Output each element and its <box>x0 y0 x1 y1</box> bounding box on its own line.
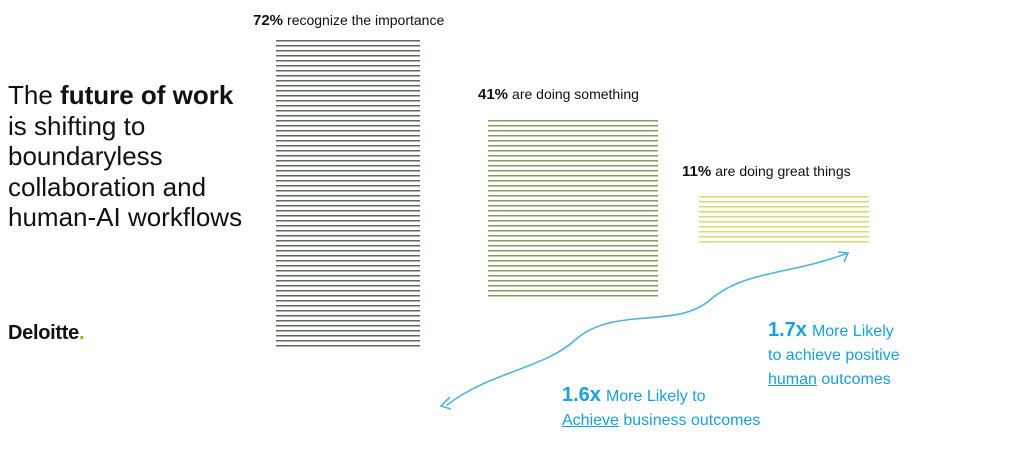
deloitte-logo: Deloitte. <box>8 322 85 344</box>
category-label-1: are doing something <box>512 86 639 102</box>
underlined-achieve: Achieve <box>562 412 619 429</box>
bar-label-2: 11% are doing great things <box>682 163 851 180</box>
headline: The future of work is shifting to bounda… <box>8 80 243 232</box>
data-label-1: 41% <box>478 86 509 103</box>
arrow-head-start-icon <box>439 396 452 410</box>
underlined-human: human <box>768 371 817 388</box>
callout-1-6x: 1.6x More Likely to Achieve business outc… <box>562 384 761 429</box>
headline-emphasis: future of work <box>60 80 234 110</box>
data-label-0: 72% <box>253 12 284 29</box>
category-label-2: are doing great things <box>715 163 851 179</box>
bar-label-1: 41% are doing something <box>478 86 639 103</box>
data-label-2: 11% <box>682 163 712 180</box>
callout-1-7x: 1.7x More Likely to achieve positive huma… <box>768 319 900 388</box>
bar-label-0: 72% recognize the importance <box>253 12 444 29</box>
bar-2 <box>699 196 869 243</box>
multiplier-1-7x: 1.7x <box>768 319 807 341</box>
multiplier-1-6x: 1.6x <box>562 384 601 406</box>
arrow-head-end-icon <box>837 251 850 263</box>
growth-arrow-line <box>446 252 849 406</box>
category-label-0: recognize the importance <box>287 12 445 28</box>
bar-0 <box>276 40 420 350</box>
bar-1 <box>488 120 658 297</box>
